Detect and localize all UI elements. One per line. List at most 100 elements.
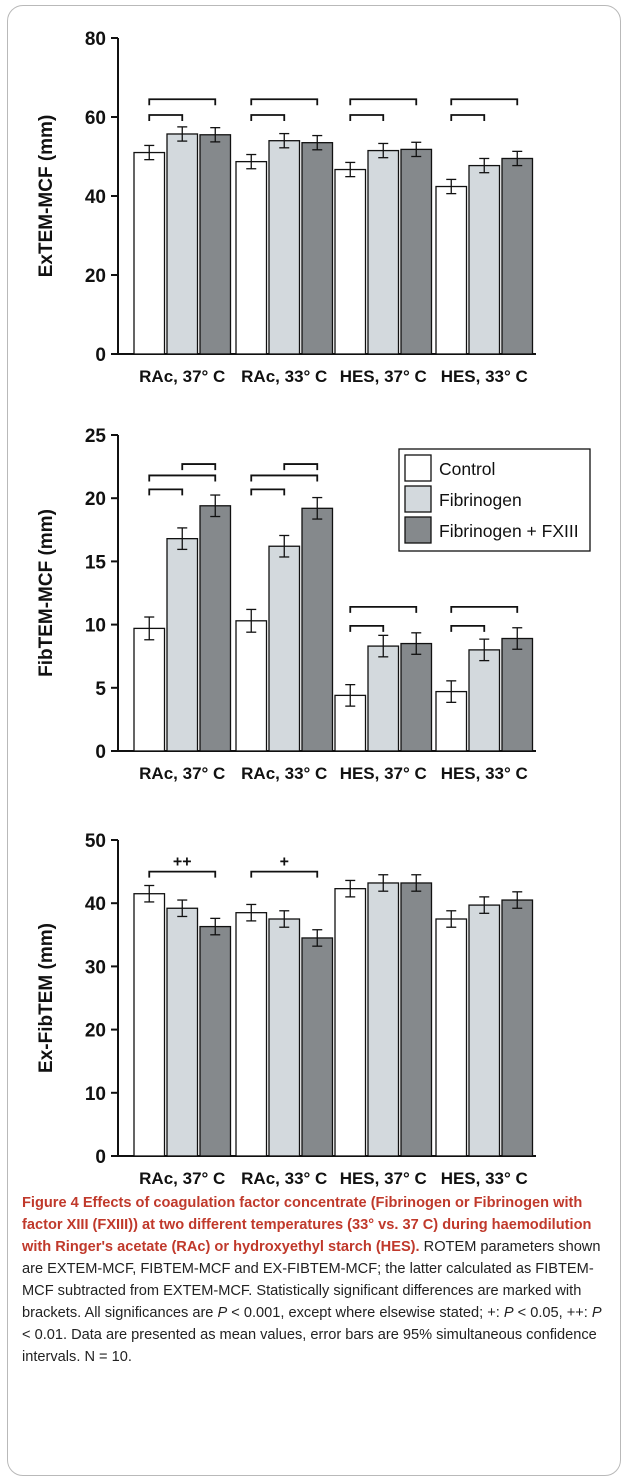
bar [334, 168, 367, 355]
x-category-label: RAc, 37° C [139, 764, 225, 783]
significance-label: + [280, 854, 289, 871]
bar [199, 925, 232, 1157]
bar [501, 157, 534, 355]
bar [501, 899, 534, 1157]
significance-bracket [349, 98, 418, 106]
significance-bracket [148, 114, 184, 122]
y-tick-label: 10 [85, 1084, 106, 1105]
significance-bracket [450, 114, 486, 122]
bar [435, 185, 468, 355]
legend-swatch [404, 454, 432, 482]
y-tick-label: 50 [85, 831, 106, 852]
y-tick-label: 20 [85, 1021, 106, 1042]
bar [468, 904, 501, 1157]
x-category-label: RAc, 33° C [241, 1169, 327, 1188]
x-category-label: HES, 37° C [340, 367, 427, 386]
significance-bracket [450, 606, 519, 613]
bar [133, 151, 166, 355]
significance-bracket [349, 114, 385, 122]
bar [268, 140, 301, 355]
y-tick-label: 0 [95, 742, 106, 763]
caption-p-3: P [591, 1305, 602, 1321]
x-category-label: HES, 33° C [441, 367, 528, 386]
significance-bracket [250, 488, 286, 496]
bar [235, 912, 268, 1157]
legend-swatch [404, 485, 432, 513]
significance-bracket [250, 474, 319, 482]
significance-bracket [283, 463, 319, 471]
significance-bracket [148, 488, 184, 496]
x-category-label: RAc, 33° C [241, 367, 327, 386]
bar [400, 642, 433, 752]
bar [235, 620, 268, 752]
caption-title: Figure 4 Effects of coagulation factor c… [22, 1195, 592, 1255]
bar [166, 133, 199, 355]
chart-2: 0 5 10 15 20 25 FibTEM-MCF (mm) RAc, 37° C RAc, … [36, 426, 591, 783]
bar [268, 918, 301, 1157]
significance-label: ++ [173, 854, 192, 871]
x-category-label: RAc, 37° C [139, 367, 225, 386]
significance-bracket [250, 870, 319, 878]
bar [199, 505, 232, 752]
bar [301, 142, 334, 355]
y-axis-title: ExTEM-MCF (mm) [36, 115, 57, 278]
bar [301, 507, 334, 752]
figure-charts: 0 20 40 60 80 ExTEM-MCF (mm) RAc, 37° C RAc, 33… [36, 29, 591, 1188]
bar [400, 148, 433, 355]
bar [367, 149, 400, 355]
bar [367, 882, 400, 1157]
bar [166, 907, 199, 1157]
significance-bracket [148, 870, 217, 878]
caption-p-1: P [217, 1305, 228, 1321]
y-tick-label: 20 [85, 266, 106, 287]
bar [468, 164, 501, 355]
bar [468, 649, 501, 752]
significance-bracket [250, 114, 286, 122]
legend-swatch [404, 516, 432, 544]
figure-frame [7, 5, 621, 1476]
y-tick-label: 20 [85, 489, 106, 510]
caption-p-2: P [503, 1305, 514, 1321]
y-tick-label: 40 [85, 187, 106, 208]
bar [268, 545, 301, 752]
significance-bracket [250, 98, 319, 106]
significance-bracket [349, 624, 385, 632]
y-tick-label: 5 [95, 679, 106, 700]
significance-bracket [148, 474, 217, 482]
bar [501, 637, 534, 752]
legend-label: Control [439, 459, 495, 479]
significance-bracket [450, 98, 519, 106]
bar [133, 627, 166, 752]
y-tick-label: 30 [85, 957, 106, 978]
y-tick-label: 25 [85, 426, 107, 447]
significance-bracket [181, 463, 217, 471]
x-category-label: HES, 33° C [441, 1169, 528, 1188]
chart-1: 0 20 40 60 80 ExTEM-MCF (mm) RAc, 37° C RAc, 33… [36, 29, 536, 386]
y-tick-label: 40 [85, 894, 106, 915]
figure-caption: Figure 4 Effects of coagulation factor c… [22, 1192, 614, 1368]
significance-bracket [450, 624, 486, 632]
legend-label: Fibrinogen + FXIII [439, 521, 579, 541]
bar [166, 537, 199, 752]
bar [334, 888, 367, 1157]
significance-bracket [148, 98, 217, 106]
caption-body-3: < 0.05, ++: [513, 1305, 592, 1321]
bar [400, 882, 433, 1157]
y-tick-label: 15 [85, 552, 107, 573]
x-category-label: RAc, 33° C [241, 764, 327, 783]
significance-bracket [349, 606, 418, 613]
caption-body-2: < 0.001, except where elsewise stated; +… [227, 1305, 504, 1321]
y-tick-label: 80 [85, 29, 106, 50]
caption-body-1: ROTEM parameters shown are EXTEM-MCF, FI… [22, 1239, 601, 1321]
legend: Control Fibrinogen Fibrinogen + FXIII [398, 448, 591, 552]
bar [199, 134, 232, 355]
bar [301, 937, 334, 1157]
y-tick-label: 0 [95, 1147, 106, 1168]
legend-label: Fibrinogen [439, 490, 522, 510]
bar [367, 645, 400, 752]
y-tick-label: 0 [95, 345, 106, 366]
x-category-label: RAc, 37° C [139, 1169, 225, 1188]
bar [235, 160, 268, 355]
y-axis-title: Ex-FibTEM (mm) [36, 923, 57, 1073]
